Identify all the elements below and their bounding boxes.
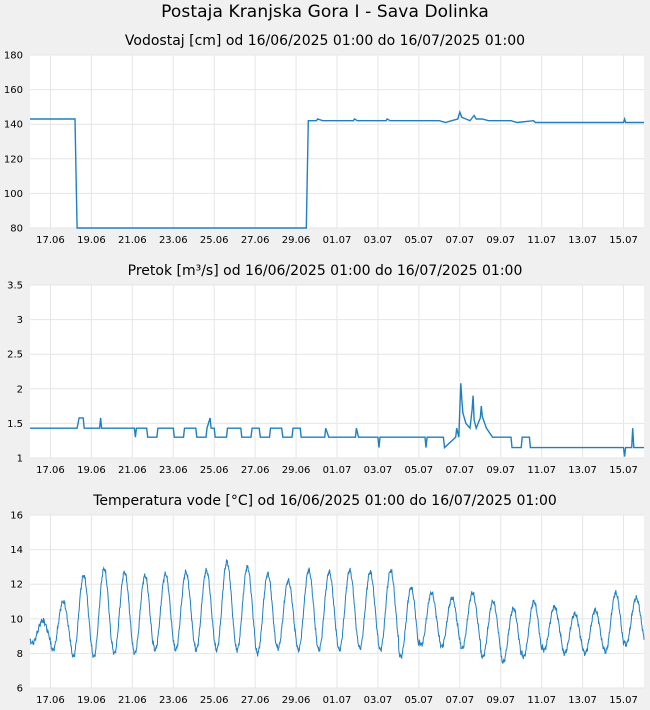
x-tick-label: 09.07 xyxy=(486,695,515,706)
y-tick-label: 3 xyxy=(17,315,23,326)
x-tick-label: 07.07 xyxy=(445,695,474,706)
x-tick-label: 09.07 xyxy=(486,235,515,246)
y-tick-label: 2.5 xyxy=(7,350,23,361)
x-tick-label: 15.07 xyxy=(609,695,638,706)
y-tick-label: 6 xyxy=(17,684,23,695)
x-tick-label: 25.06 xyxy=(200,465,229,476)
series-line xyxy=(30,383,644,457)
x-tick-label: 17.06 xyxy=(36,695,65,706)
y-tick-label: 80 xyxy=(10,224,23,235)
y-tick-label: 1 xyxy=(17,454,23,465)
x-tick-label: 27.06 xyxy=(241,465,270,476)
x-tick-label: 19.06 xyxy=(77,465,106,476)
x-tick-label: 11.07 xyxy=(527,465,556,476)
x-tick-label: 07.07 xyxy=(445,465,474,476)
x-tick-label: 21.06 xyxy=(118,235,147,246)
x-tick-label: 21.06 xyxy=(118,465,147,476)
x-tick-label: 23.06 xyxy=(159,695,188,706)
chart-title: Vodostaj [cm] od 16/06/2025 01:00 do 16/… xyxy=(125,33,525,49)
series-line xyxy=(29,559,645,664)
x-tick-label: 27.06 xyxy=(241,235,270,246)
x-tick-label: 15.07 xyxy=(609,465,638,476)
y-tick-label: 10 xyxy=(10,614,23,625)
page-title: Postaja Kranjska Gora I - Sava Dolinka xyxy=(161,2,489,22)
x-tick-label: 03.07 xyxy=(364,235,393,246)
y-tick-label: 180 xyxy=(4,51,23,62)
x-tick-label: 25.06 xyxy=(200,695,229,706)
x-tick-label: 29.06 xyxy=(282,465,311,476)
y-tick-label: 14 xyxy=(10,545,23,556)
x-tick-label: 01.07 xyxy=(323,235,352,246)
y-tick-label: 16 xyxy=(10,511,23,522)
y-tick-label: 8 xyxy=(17,649,23,660)
x-tick-label: 01.07 xyxy=(323,465,352,476)
y-tick-label: 2 xyxy=(17,384,23,395)
x-tick-label: 05.07 xyxy=(405,235,434,246)
y-tick-label: 120 xyxy=(4,154,23,165)
x-tick-label: 29.06 xyxy=(282,235,311,246)
chart-title: Pretok [m³/s] od 16/06/2025 01:00 do 16/… xyxy=(128,263,523,279)
x-tick-label: 27.06 xyxy=(241,695,270,706)
x-tick-label: 03.07 xyxy=(364,465,393,476)
x-tick-label: 23.06 xyxy=(159,235,188,246)
y-tick-label: 140 xyxy=(4,120,23,131)
chart-title: Temperatura vode [°C] od 16/06/2025 01:0… xyxy=(92,493,557,509)
x-tick-label: 13.07 xyxy=(568,695,597,706)
x-tick-label: 11.07 xyxy=(527,235,556,246)
x-tick-label: 19.06 xyxy=(77,235,106,246)
y-tick-label: 1.5 xyxy=(7,419,23,430)
x-tick-label: 13.07 xyxy=(568,235,597,246)
x-tick-label: 05.07 xyxy=(405,695,434,706)
x-tick-label: 11.07 xyxy=(527,695,556,706)
series-line xyxy=(30,109,644,229)
x-tick-label: 17.06 xyxy=(36,465,65,476)
x-tick-label: 29.06 xyxy=(282,695,311,706)
x-tick-label: 03.07 xyxy=(364,695,393,706)
x-tick-label: 01.07 xyxy=(323,695,352,706)
x-tick-label: 19.06 xyxy=(77,695,106,706)
x-tick-label: 09.07 xyxy=(486,465,515,476)
y-tick-label: 160 xyxy=(4,85,23,96)
y-tick-label: 3.5 xyxy=(7,281,23,292)
x-tick-label: 21.06 xyxy=(118,695,147,706)
x-tick-label: 25.06 xyxy=(200,235,229,246)
x-tick-label: 07.07 xyxy=(445,235,474,246)
x-tick-label: 15.07 xyxy=(609,235,638,246)
y-tick-label: 100 xyxy=(4,189,23,200)
x-tick-label: 17.06 xyxy=(36,235,65,246)
x-tick-label: 05.07 xyxy=(405,465,434,476)
x-tick-label: 13.07 xyxy=(568,465,597,476)
x-tick-label: 23.06 xyxy=(159,465,188,476)
y-tick-label: 12 xyxy=(10,580,23,591)
